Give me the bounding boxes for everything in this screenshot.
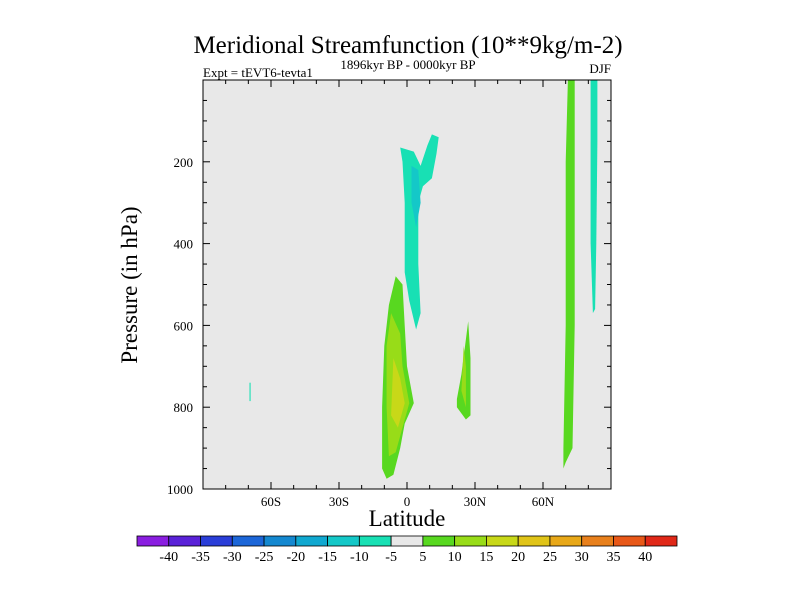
colorbar-swatch bbox=[644, 535, 678, 547]
colorbar-swatch bbox=[549, 535, 583, 547]
colorbar-swatch bbox=[136, 535, 170, 547]
x-tick-label: 30N bbox=[464, 494, 487, 509]
colorbar-swatch bbox=[263, 535, 297, 547]
x-tick-label: 0 bbox=[404, 494, 411, 509]
contour-nh-80-negative bbox=[590, 80, 598, 314]
colorbar-label: -15 bbox=[318, 550, 337, 565]
colorbar-swatch bbox=[390, 535, 424, 547]
colorbar-label: 5 bbox=[419, 550, 426, 565]
contour-nh-tropics-core bbox=[461, 345, 466, 408]
colorbar-label: 15 bbox=[479, 550, 493, 565]
chart-title: Meridional Streamfunction (10**9kg/m-2) bbox=[193, 32, 622, 59]
colorbar-label: 25 bbox=[543, 550, 557, 565]
x-axis-label: Latitude bbox=[369, 506, 446, 531]
y-tick-label: 600 bbox=[174, 318, 194, 333]
colorbar-label: -5 bbox=[385, 550, 397, 565]
colorbar-label: -30 bbox=[223, 550, 242, 565]
x-tick-label: 60N bbox=[532, 494, 555, 509]
contour-eq-upper-core bbox=[411, 165, 421, 228]
colorbar-label: 20 bbox=[511, 550, 525, 565]
y-tick-label: 400 bbox=[174, 237, 194, 252]
colorbar-swatch bbox=[200, 535, 233, 547]
colorbar-swatch bbox=[581, 535, 614, 547]
colorbar-label: 10 bbox=[448, 550, 462, 565]
right-label: DJF bbox=[589, 61, 611, 76]
x-tick-label: 60S bbox=[261, 494, 281, 509]
colorbar-swatch bbox=[358, 535, 392, 547]
colorbar: -40 -35 -30 -25 -20 -15 -10 -5 5 10 15 20 25 30 35 40 bbox=[136, 535, 678, 565]
colorbar-swatch bbox=[517, 535, 551, 547]
colorbar-swatch bbox=[454, 535, 487, 547]
colorbar-label: 35 bbox=[606, 550, 620, 565]
colorbar-label: -10 bbox=[350, 550, 369, 565]
y-tick-label: 800 bbox=[174, 400, 194, 415]
colorbar-label: -25 bbox=[255, 550, 274, 565]
axis-ticks: 60S 30S 0 30N 60N 200 400 600 800 1000 bbox=[167, 80, 611, 509]
y-tick-label: 200 bbox=[174, 155, 194, 170]
y-tick-label: 1000 bbox=[167, 482, 193, 497]
colorbar-swatch bbox=[168, 535, 201, 547]
colorbar-label: -40 bbox=[159, 550, 178, 565]
colorbar-label: -20 bbox=[286, 550, 305, 565]
colorbar-swatch bbox=[327, 535, 360, 547]
colorbar-swatch bbox=[295, 535, 328, 547]
contour-eq-lower-core bbox=[391, 358, 405, 428]
colorbar-swatch bbox=[486, 535, 519, 547]
colorbar-label: 40 bbox=[638, 550, 652, 565]
x-tick-label: 30S bbox=[329, 494, 349, 509]
colorbar-swatch bbox=[231, 535, 265, 547]
colorbar-label: -35 bbox=[191, 550, 210, 565]
y-axis-label: Pressure (in hPa) bbox=[117, 206, 142, 363]
colorbar-swatch bbox=[422, 535, 456, 547]
contour-nh-60-positive bbox=[563, 80, 575, 469]
colorbar-label: 30 bbox=[575, 550, 589, 565]
colorbar-swatch bbox=[613, 535, 646, 547]
left-label: Expt = tEVT6-tevta1 bbox=[203, 65, 313, 80]
contour-regions bbox=[249, 80, 598, 479]
contour-south-small-negative bbox=[249, 382, 251, 402]
center-label: 1896kyr BP - 0000kyr BP bbox=[340, 57, 475, 72]
contour-eq-upper-negative bbox=[400, 134, 439, 330]
